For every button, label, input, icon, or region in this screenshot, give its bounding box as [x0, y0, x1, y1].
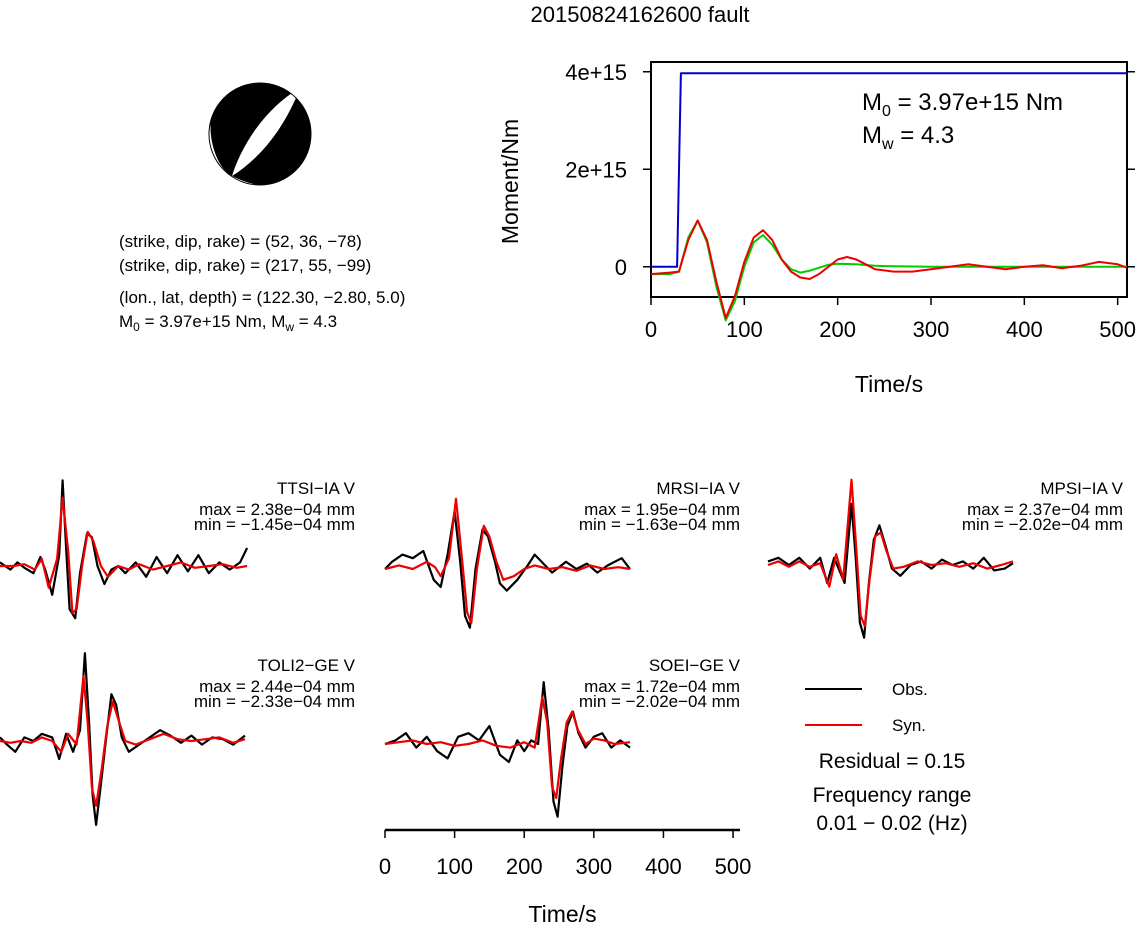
waveform-time-axis: 0 100 200 300 400 500 Time/s [379, 828, 752, 927]
station-name-1: MRSI−IA V [656, 479, 740, 498]
wave-xtick-label-5: 500 [715, 854, 752, 879]
syn-trace-4 [384, 696, 631, 800]
wave-xtick-label-0: 0 [379, 854, 391, 879]
legend-obs-label: Obs. [892, 680, 928, 699]
station-max-1: max = 1.95e−04 mm [584, 500, 740, 519]
residual-label: Residual = 0.15 [819, 750, 966, 773]
fm-line-3: (lon., lat, depth) = (122.30, −2.80, 5.0… [119, 288, 405, 307]
moment-rate-plot: 0 100 200 300 400 500 0 2e+15 4e+15 Time/s Moment/… [497, 60, 1136, 397]
fm-mw-subscript: w [284, 320, 294, 334]
station-max-2: max = 2.37e−04 mm [967, 500, 1123, 519]
mrf-xtick-label-2: 200 [819, 317, 856, 342]
syn-trace-2 [767, 478, 1014, 628]
mrf-ytick-label-1: 2e+15 [565, 157, 627, 182]
fm-line-2: (strike, dip, rake) = (217, 55, −99) [119, 256, 371, 275]
station-name-0: TTSI−IA V [277, 479, 356, 498]
mrf-plot-frame [650, 61, 1128, 298]
obs-trace-2 [767, 502, 1014, 639]
mrf-xtick-label-5: 500 [1099, 317, 1136, 342]
station-min-0: min = −1.45e−04 mm [194, 515, 355, 534]
mrf-xlabel: Time/s [855, 371, 923, 397]
syn-trace-3 [0, 675, 246, 807]
mrf-xtick-label-3: 300 [913, 317, 950, 342]
focal-mechanism-beachball [208, 82, 312, 186]
waveform-legend: Obs. Syn. [805, 680, 928, 735]
legend-syn-label: Syn. [892, 716, 926, 735]
obs-trace-1 [384, 510, 631, 629]
wave-xlabel: Time/s [528, 901, 596, 927]
station-name-4: SOEI−GE V [649, 656, 741, 675]
wave-xtick-label-4: 400 [645, 854, 682, 879]
obs-trace-4 [384, 680, 631, 818]
mrf-xtick-label-1: 100 [726, 317, 763, 342]
fm-moment-line: M0 = 3.97e+15 Nm, Mw = 4.3 [119, 312, 337, 334]
frequency-range-label: Frequency range [813, 784, 972, 807]
mrf-xtick-label-0: 0 [645, 317, 657, 342]
mrf-ytick-label-0: 0 [615, 255, 627, 280]
station-max-4: max = 1.72e−04 mm [584, 677, 740, 696]
mrf-moment-annotation: M0 = 3.97e+15 Nm [862, 89, 1063, 120]
station-min-1: min = −1.63e−04 mm [579, 515, 740, 534]
mrf-magnitude-annotation: Mw = 4.3 [862, 122, 954, 153]
wave-xtick-label-2: 200 [506, 854, 543, 879]
station-max-3: max = 2.44e−04 mm [199, 677, 355, 696]
station-min-3: min = −2.33e−04 mm [194, 692, 355, 711]
station-min-2: min = −2.02e−04 mm [962, 515, 1123, 534]
wave-xtick-label-3: 300 [575, 854, 612, 879]
station-min-4: min = −2.02e−04 mm [579, 692, 740, 711]
fm-m0-subscript: 0 [133, 320, 140, 334]
station-name-3: TOLI2−GE V [258, 656, 356, 675]
mrf-ytick-label-2: 4e+15 [565, 60, 627, 85]
figure-title: 20150824162600 fault [531, 2, 750, 27]
syn-trace-1 [384, 497, 631, 625]
wave-xtick-label-1: 100 [436, 854, 473, 879]
mrf-ylabel: Moment/Nm [497, 119, 523, 244]
mrf-series-line-0 [651, 72, 1127, 268]
syn-trace-0 [0, 496, 248, 614]
mrf-series-line-2 [650, 219, 1128, 319]
station-name-2: MPSI−IA V [1040, 479, 1123, 498]
frequency-range-value: 0.01 − 0.02 (Hz) [816, 812, 967, 835]
mrf-xtick-label-4: 400 [1006, 317, 1043, 342]
fm-line-1: (strike, dip, rake) = (52, 36, −78) [119, 232, 362, 251]
station-max-0: max = 2.38e−04 mm [199, 500, 355, 519]
